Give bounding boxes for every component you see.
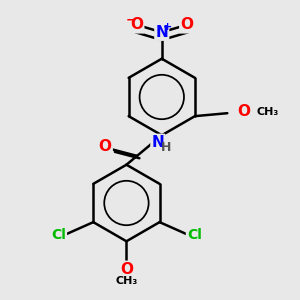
Text: Cl: Cl (51, 228, 66, 242)
Text: O: O (120, 262, 133, 277)
Text: +: + (163, 22, 172, 32)
Text: H: H (160, 141, 171, 154)
Text: CH₃: CH₃ (115, 276, 138, 286)
Text: Cl: Cl (187, 228, 202, 242)
Text: CH₃: CH₃ (257, 107, 279, 117)
Text: N: N (152, 135, 164, 150)
Text: O: O (237, 104, 250, 119)
Text: −: − (126, 13, 137, 26)
Text: O: O (180, 17, 193, 32)
Text: N: N (155, 25, 168, 40)
Text: O: O (99, 139, 112, 154)
Text: O: O (130, 17, 143, 32)
